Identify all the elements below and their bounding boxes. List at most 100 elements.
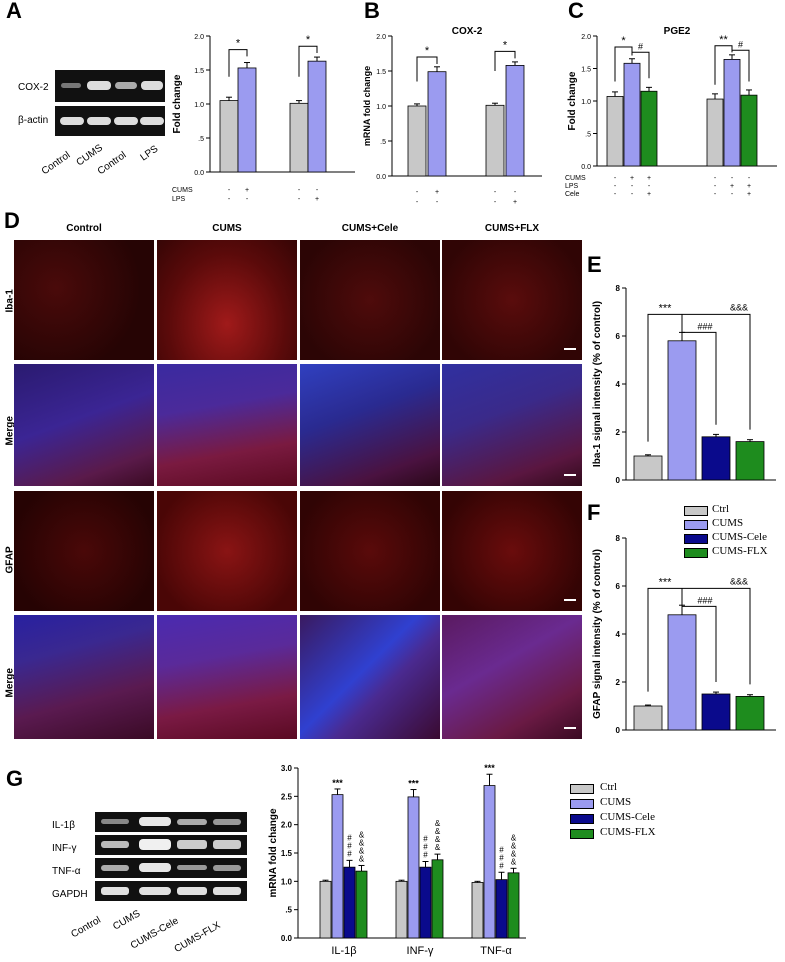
micro-gfap-cums [157,491,297,611]
sig-bracket [731,49,750,82]
y-tick-label: .5 [198,136,204,143]
sig-cele: # [499,845,504,854]
micro-col-cums: CUMS [212,223,242,234]
bar [407,796,420,939]
y-tick-label: 1.5 [194,68,204,75]
blot-g-lane-2: CUMS [111,908,143,933]
blot-a-lane-4: LPS [138,143,161,164]
legend-g-swatch-ctrl [570,784,594,794]
sig-cele: # [423,843,428,852]
bar [343,866,356,939]
sig-flx: & [511,841,517,850]
cond-mark: - [416,199,419,206]
scale-bar [564,348,576,350]
blot-g-strip-infg [95,835,247,855]
blot-g-strip-il1b [95,812,247,832]
sig-label: ### [697,595,712,605]
sig-flx: & [511,849,517,858]
y-tick-label: 2.0 [281,821,293,830]
blot-g-lane-4: CUMS-FLX [172,919,223,956]
sig-flx: & [359,830,365,839]
y-tick-label: .5 [285,906,292,915]
sig-flx: & [359,846,365,855]
y-tick-label: 1.5 [581,67,591,74]
sig-bracket [298,45,318,77]
legend-ef-swatch-cums [684,520,708,530]
sig-bracket [682,587,751,685]
bar [706,98,724,167]
micro-merge2-cums [157,615,297,739]
blot-a-lane-1: Control [39,149,73,178]
y-tick-label: 6 [616,332,621,341]
legend-ef-cele: CUMS-Cele [712,531,767,543]
micro-merge1-control [14,364,154,486]
blot-g-lane-1: Control [69,914,103,941]
sig-label: * [621,35,626,47]
y-tick-label: .5 [380,139,386,146]
panel-label-a: A [6,0,22,23]
sig-cums: *** [484,763,495,773]
cond-mark: - [614,191,617,198]
chart-f: 0 2 4 6 8 GFAP signal intensity (% of control… [592,534,776,735]
y-tick-label: 0.0 [376,174,386,181]
bar [427,71,447,177]
bar [331,794,344,939]
cond-mark: - [316,187,319,194]
y-tick-label: .5 [585,132,591,139]
bar [471,882,484,939]
sig-bracket [681,314,717,425]
y-tick-label: 1.5 [281,849,293,858]
sig-flx: & [435,835,441,844]
y-tick-label: 1.0 [281,877,293,886]
bar [633,455,663,481]
y-tick-label: 1.0 [376,104,386,111]
sig-flx: & [511,857,517,866]
bar [483,785,496,939]
micro-iba1-flx [442,240,582,360]
cond-mark: - [631,183,634,190]
blot-g-strip-tnfa [95,858,247,878]
micro-gfap-control [14,491,154,611]
cond-mark: - [748,175,751,182]
cond-mark: + [435,189,439,196]
sig-cele: # [347,833,352,842]
chart-title: PGE2 [664,26,691,37]
x-tick-label: TNF-α [480,945,512,957]
sig-flx: & [435,843,441,852]
sig-cele: # [347,849,352,858]
y-tick-label: 1.0 [194,102,204,109]
bar [289,102,309,173]
legend-ef-cums: CUMS [712,517,744,529]
sig-bracket [714,45,733,85]
sig-cele: # [347,841,352,850]
scale-bar [564,727,576,729]
bar [237,67,257,173]
sig-label: * [503,39,508,51]
cond-mark: + [647,191,651,198]
bar [307,60,327,173]
y-axis-label: mRNA fold change [268,808,279,898]
legend-g-swatch-cele [570,814,594,824]
sig-cele: # [499,861,504,870]
blot-g-strip-gapdh [95,881,247,901]
panel-label-g: G [6,766,24,791]
y-tick-label: 6 [616,582,621,591]
sig-label: ### [697,321,712,331]
micro-col-cele: CUMS+Cele [341,223,399,234]
cond-mark: - [228,187,231,194]
cond-mark: - [246,196,249,203]
bar [431,859,444,939]
sig-bracket [494,50,516,71]
chart-e: 0 2 4 6 8 Iba-1 signal intensity (% of contro… [592,284,776,485]
bar [633,705,663,731]
scale-bar [564,474,576,476]
blot-g-row-gapdh: GAPDH [52,889,88,900]
bar [701,693,731,731]
y-axis-label: Fold change [567,71,578,130]
y-tick-label: 2 [616,678,621,687]
bar [623,62,641,167]
y-tick-label: 2 [616,428,621,437]
bar [395,880,408,939]
bar [495,879,508,939]
